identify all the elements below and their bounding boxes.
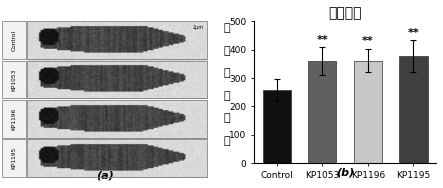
Bar	[27, 21, 207, 59]
Bar	[27, 61, 207, 99]
Text: (b): (b)	[336, 167, 354, 177]
Bar	[27, 100, 207, 138]
Text: 2μm: 2μm	[192, 25, 203, 30]
Bar	[27, 139, 207, 177]
Bar	[2, 21, 26, 59]
Bar	[27, 139, 207, 177]
Text: KP1196: KP1196	[12, 108, 16, 130]
Bar	[2, 139, 26, 177]
Bar	[27, 21, 207, 59]
Text: 密: 密	[223, 91, 230, 101]
Text: KP1195: KP1195	[12, 147, 16, 169]
Text: 积: 积	[223, 23, 230, 33]
Text: Control: Control	[12, 30, 16, 51]
Bar	[2, 61, 26, 99]
Bar	[27, 61, 207, 99]
Bar	[2, 100, 26, 138]
Text: KP1053: KP1053	[12, 68, 16, 91]
Text: 値: 値	[223, 136, 230, 146]
Text: 度: 度	[223, 113, 230, 123]
Text: 分: 分	[223, 46, 230, 56]
Text: 光: 光	[223, 68, 230, 78]
Bar	[27, 100, 207, 138]
Text: (a): (a)	[97, 171, 114, 180]
